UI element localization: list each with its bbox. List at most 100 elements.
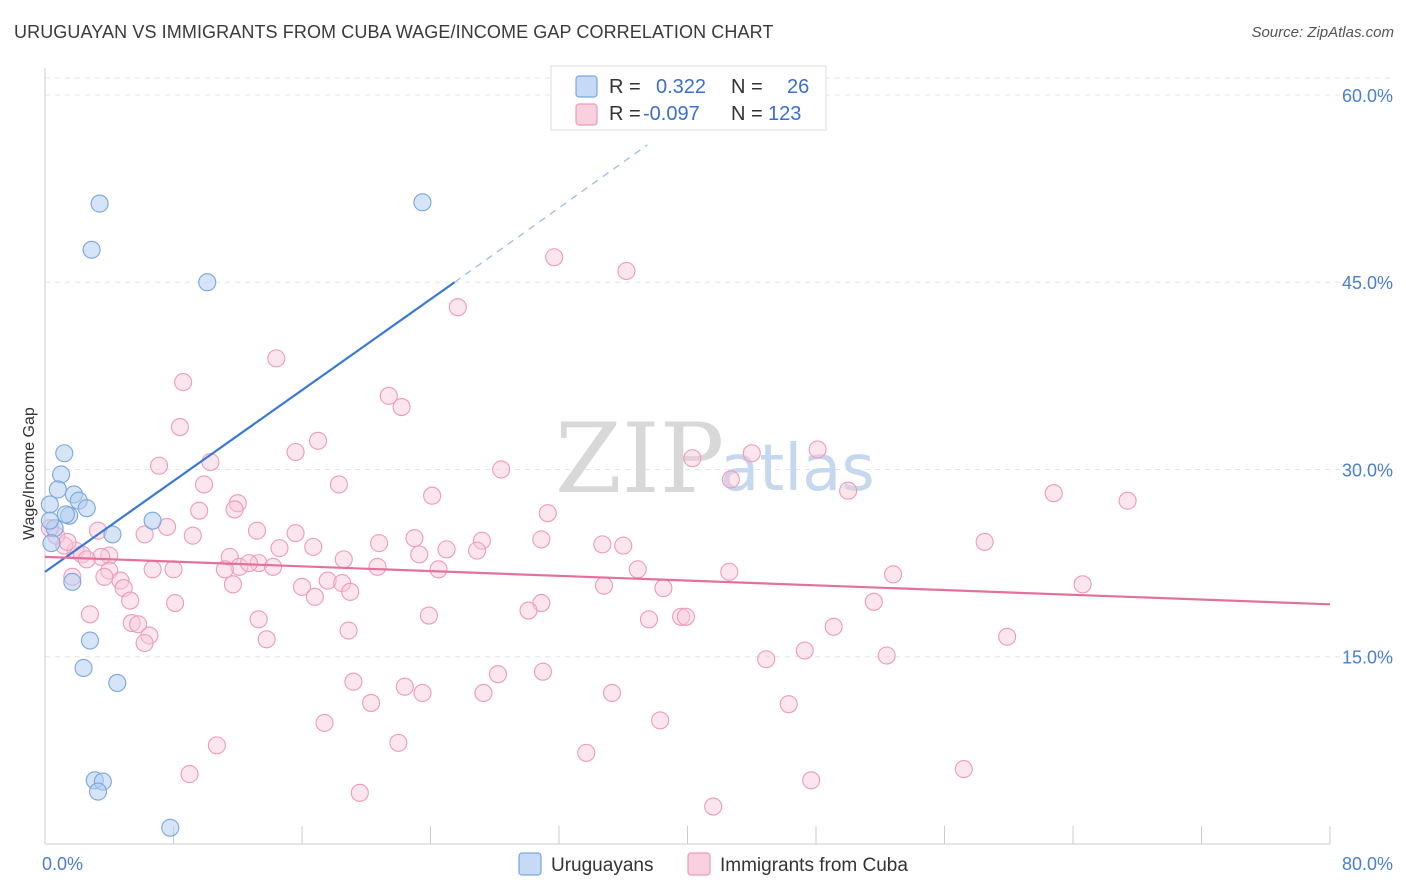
y-tick-label: 30.0% bbox=[1342, 460, 1393, 480]
watermark-atlas: atlas bbox=[720, 432, 875, 506]
legend-bottom: Uruguayans Immigrants from Cuba bbox=[518, 852, 908, 876]
point-cuba bbox=[286, 442, 305, 462]
point-cuba bbox=[975, 532, 994, 551]
point-uruguayans bbox=[82, 240, 101, 259]
point-uruguayans bbox=[413, 193, 432, 212]
x-tick-label-min: 0.0% bbox=[42, 854, 83, 874]
legend-swatch-uruguayans bbox=[575, 75, 598, 98]
point-cuba bbox=[410, 545, 429, 564]
point-cuba bbox=[429, 560, 448, 579]
watermark: ZIP atlas bbox=[555, 403, 875, 515]
point-cuba bbox=[194, 475, 214, 494]
point-cuba bbox=[318, 571, 337, 590]
point-cuba bbox=[721, 470, 740, 489]
point-cuba bbox=[58, 532, 77, 551]
point-cuba bbox=[720, 562, 739, 581]
point-cuba bbox=[1118, 491, 1137, 510]
legend-r-value: -0.097 bbox=[643, 103, 700, 125]
point-cuba bbox=[672, 607, 691, 626]
point-cuba bbox=[533, 662, 552, 681]
point-cuba bbox=[602, 683, 622, 702]
point-cuba bbox=[135, 633, 154, 653]
legend-r-label: R = bbox=[609, 76, 641, 98]
point-cuba bbox=[683, 449, 702, 468]
chart-title: URUGUAYAN VS IMMIGRANTS FROM CUBA WAGE/I… bbox=[14, 22, 774, 42]
point-cuba bbox=[249, 610, 268, 629]
point-cuba bbox=[122, 613, 141, 633]
point-uruguayans bbox=[88, 782, 108, 801]
point-cuba bbox=[419, 606, 438, 625]
point-cuba bbox=[423, 486, 442, 505]
point-cuba bbox=[121, 591, 140, 610]
point-cuba bbox=[519, 601, 538, 620]
y-tick-label: 15.0% bbox=[1342, 648, 1393, 668]
x-tick-label-max: 80.0% bbox=[1342, 854, 1393, 874]
point-cuba bbox=[350, 783, 369, 802]
legend-r-label: R = bbox=[609, 103, 641, 125]
watermark-zip: ZIP bbox=[555, 403, 724, 515]
legend-n-label: N = bbox=[731, 103, 763, 125]
tick-labels: 15.0% 30.0% 45.0% 60.0% 0.0% 80.0% bbox=[42, 86, 1393, 874]
point-cuba bbox=[395, 677, 414, 696]
point-cuba bbox=[628, 560, 647, 579]
point-cuba bbox=[80, 605, 100, 624]
point-cuba bbox=[448, 298, 467, 317]
point-uruguayans bbox=[143, 511, 162, 530]
point-cuba bbox=[802, 771, 821, 790]
point-cuba bbox=[998, 627, 1017, 646]
point-cuba bbox=[488, 665, 508, 684]
source-label: Source: ZipAtlas.com bbox=[1251, 24, 1394, 41]
point-cuba bbox=[164, 560, 183, 579]
point-cuba bbox=[129, 615, 148, 634]
point-cuba bbox=[954, 760, 973, 779]
point-cuba bbox=[824, 617, 843, 636]
point-cuba bbox=[593, 535, 612, 554]
point-cuba bbox=[639, 610, 659, 629]
point-uruguayans bbox=[56, 505, 75, 524]
point-cuba bbox=[1073, 575, 1092, 594]
point-cuba bbox=[795, 641, 814, 660]
y-axis-label: Wage/Income Gap bbox=[21, 407, 38, 540]
point-cuba bbox=[174, 373, 193, 392]
point-cuba bbox=[95, 567, 114, 586]
point-uruguayans bbox=[103, 525, 122, 544]
point-cuba bbox=[389, 733, 408, 752]
axes bbox=[44, 68, 1331, 845]
point-cuba bbox=[344, 672, 363, 691]
data-points bbox=[40, 193, 1137, 837]
point-cuba bbox=[170, 417, 189, 437]
point-cuba bbox=[368, 557, 387, 576]
point-uruguayans bbox=[48, 480, 67, 499]
point-cuba bbox=[742, 444, 761, 463]
legend-n-value: 26 bbox=[787, 76, 809, 98]
point-cuba bbox=[617, 261, 636, 281]
point-cuba bbox=[249, 554, 268, 573]
trend-line-cuba bbox=[44, 555, 1331, 606]
legend-bottom-swatch-uruguayans bbox=[518, 852, 542, 876]
point-cuba bbox=[362, 693, 381, 712]
point-cuba bbox=[405, 529, 424, 548]
point-cuba bbox=[207, 736, 226, 755]
point-uruguayans bbox=[40, 511, 59, 530]
legend-swatch-cuba bbox=[575, 103, 598, 126]
legend-top: R = 0.322 N = 26 R = -0.097 N = 123 bbox=[550, 65, 827, 131]
point-cuba bbox=[614, 536, 633, 555]
point-cuba bbox=[577, 743, 596, 762]
point-cuba bbox=[884, 565, 903, 584]
point-cuba bbox=[257, 630, 276, 649]
point-cuba bbox=[1044, 484, 1063, 503]
point-cuba bbox=[676, 607, 695, 626]
point-cuba bbox=[468, 541, 487, 560]
point-cuba bbox=[339, 621, 358, 640]
trend-lines bbox=[44, 144, 1331, 606]
point-uruguayans bbox=[74, 658, 93, 678]
point-uruguayans bbox=[108, 673, 127, 693]
point-cuba bbox=[392, 398, 411, 417]
point-cuba bbox=[864, 592, 883, 611]
legend-bottom-label-uruguayans: Uruguayans bbox=[551, 855, 653, 876]
point-cuba bbox=[594, 576, 614, 595]
point-cuba bbox=[839, 481, 858, 500]
point-cuba bbox=[654, 579, 673, 598]
point-cuba bbox=[180, 765, 199, 784]
